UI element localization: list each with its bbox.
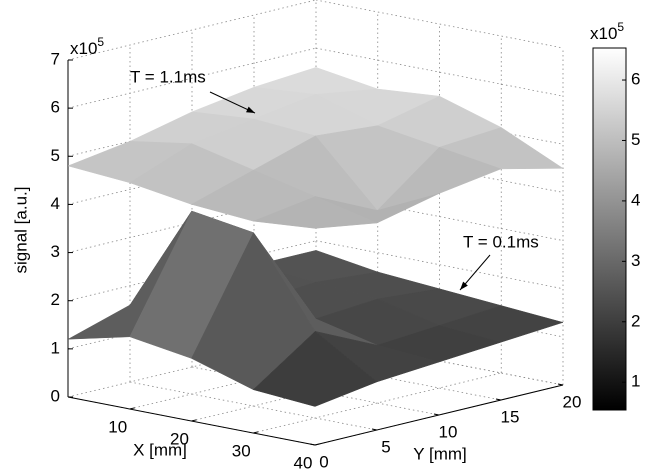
y-tick	[495, 398, 502, 401]
y-tick	[371, 428, 378, 431]
z-tick-label: 3	[51, 242, 60, 261]
x-tick	[253, 431, 259, 434]
grid-line	[129, 381, 378, 431]
y-tick-label: 10	[439, 422, 458, 441]
y-tick	[433, 413, 440, 416]
x-tick	[191, 419, 197, 422]
grid-line	[67, 47, 317, 109]
x-tick-label: 40	[294, 453, 313, 469]
z-scale-base: x10	[70, 39, 97, 58]
grid-line	[315, 0, 564, 49]
z-tick-label: 4	[51, 194, 60, 213]
surface-face	[252, 331, 378, 407]
grid-line	[253, 372, 502, 434]
y-tick-label: 15	[501, 407, 520, 426]
y-tick	[557, 383, 564, 386]
z-tick-label: 7	[51, 49, 60, 68]
z-tick-label: 2	[51, 290, 60, 309]
grid-line	[67, 0, 317, 61]
z-tick-label: 5	[51, 146, 60, 165]
grid-line	[67, 240, 317, 302]
x-tick	[314, 443, 321, 446]
colorbar-tick-label: 5	[631, 130, 640, 149]
colorbar-tick-label: 4	[631, 190, 640, 209]
x-tick	[129, 407, 135, 410]
y-tick-label: 20	[563, 392, 582, 411]
grid-line	[315, 47, 564, 97]
surface-face	[253, 196, 378, 229]
series-annotation: T = 0.1ms	[463, 232, 539, 251]
colorbar-tick-label: 2	[631, 311, 640, 330]
arrow-head	[246, 106, 255, 113]
y-tick-label: 0	[319, 452, 328, 469]
y-axis-title: Y [mm]	[413, 444, 467, 463]
y-tick-label: 5	[381, 437, 390, 456]
colorbar-tick-label: 3	[631, 251, 640, 270]
colorbar-scale-label: x105	[590, 20, 624, 43]
colorbar-scale-power: 5	[617, 20, 624, 34]
x-tick-label: 30	[232, 441, 251, 460]
colorbar-scale-base: x10	[590, 24, 617, 43]
colorbar-tick-label: 6	[631, 70, 640, 89]
z-scale-power: 5	[97, 35, 104, 49]
grid-line	[315, 240, 564, 290]
series-annotation: T = 1.1ms	[130, 67, 206, 86]
z-scale-label: x105	[70, 35, 104, 58]
x-tick-label: 20	[170, 429, 189, 448]
arrow-head	[460, 281, 468, 290]
x-axis-title: X [mm]	[133, 440, 187, 459]
colorbar-tick-label: 1	[631, 372, 640, 391]
z-tick-label: 6	[51, 98, 60, 117]
z-tick-label: 1	[51, 338, 60, 357]
x-tick-label: 10	[108, 417, 127, 436]
y-tick	[309, 443, 316, 446]
colorbar	[592, 47, 627, 411]
z-tick-label: 0	[51, 386, 60, 405]
z-axis-title: signal [a.u.]	[11, 187, 30, 274]
